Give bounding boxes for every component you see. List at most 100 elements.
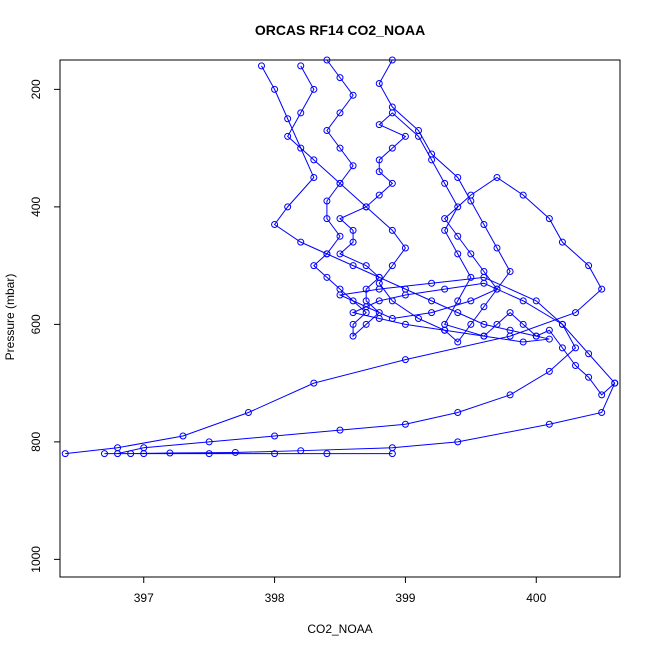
data-point <box>166 449 174 457</box>
data-point <box>336 426 344 434</box>
data-point <box>362 203 370 211</box>
x-tick-label: 399 <box>395 591 415 605</box>
data-point <box>323 450 331 458</box>
data-point <box>349 262 357 270</box>
y-axis: 200 400 600 800 1000 <box>29 79 60 573</box>
data-point <box>532 297 540 305</box>
data-point <box>558 344 566 352</box>
y-tick-label: 200 <box>29 79 43 99</box>
data-point <box>310 85 318 93</box>
data-point <box>336 109 344 117</box>
data-point <box>349 332 357 340</box>
data-point <box>532 332 540 340</box>
data-point <box>428 297 436 305</box>
data-point <box>598 285 606 293</box>
data-point <box>454 409 462 416</box>
data-point <box>545 367 553 375</box>
data-point <box>362 303 370 311</box>
data-point <box>297 447 305 455</box>
data-point <box>336 179 344 187</box>
data-point <box>441 226 449 234</box>
data-point <box>506 309 514 317</box>
series-3 <box>114 56 580 458</box>
data-point <box>519 297 527 305</box>
data-point <box>323 250 331 258</box>
data-point <box>480 279 488 287</box>
data-point <box>545 326 553 334</box>
data-point <box>297 62 305 70</box>
data-point <box>297 109 305 117</box>
data-point <box>114 450 122 458</box>
data-point <box>284 203 292 211</box>
data-point <box>205 438 213 446</box>
data-point <box>362 285 370 293</box>
data-point <box>140 444 148 452</box>
data-point <box>349 309 357 317</box>
data-point <box>388 144 396 152</box>
data-point <box>284 132 292 140</box>
data-point <box>454 203 462 211</box>
data-point <box>454 438 462 446</box>
data-point <box>323 56 331 64</box>
data-point <box>454 309 462 317</box>
data-point <box>454 338 462 346</box>
y-tick-label: 800 <box>29 432 43 452</box>
plot-area <box>61 56 619 458</box>
data-point <box>611 379 619 387</box>
data-point <box>467 320 475 328</box>
data-point <box>297 144 305 152</box>
data-point <box>362 262 370 270</box>
data-point <box>467 273 475 281</box>
data-point <box>545 420 553 428</box>
data-point <box>454 232 462 240</box>
data-point <box>388 56 396 64</box>
data-point <box>349 91 357 99</box>
y-tick-label: 600 <box>29 314 43 334</box>
data-point <box>375 285 383 293</box>
data-point <box>388 103 396 111</box>
series-line <box>261 65 616 384</box>
data-point <box>401 132 409 140</box>
data-point <box>519 191 527 199</box>
data-point <box>349 320 357 328</box>
data-point <box>441 215 449 223</box>
y-axis-label: Pressure (mbar) <box>3 274 17 361</box>
data-point <box>257 62 265 70</box>
data-point <box>375 297 383 305</box>
data-point <box>336 74 344 82</box>
data-point <box>401 356 409 364</box>
data-point <box>310 174 318 181</box>
data-point <box>401 320 409 328</box>
data-point <box>375 121 383 129</box>
data-point <box>310 379 318 387</box>
data-point <box>480 221 488 228</box>
data-point <box>310 262 318 270</box>
series-2 <box>61 62 606 458</box>
data-point <box>415 315 423 322</box>
data-point <box>375 156 383 164</box>
data-point <box>415 127 423 134</box>
data-point <box>506 391 514 399</box>
data-point <box>284 115 292 123</box>
data-point <box>441 326 449 334</box>
x-axis-label: CO2_NOAA <box>307 622 372 636</box>
data-point <box>323 273 331 281</box>
data-point <box>519 320 527 328</box>
data-point <box>388 262 396 270</box>
data-point <box>558 238 566 246</box>
data-point <box>401 244 409 252</box>
data-point <box>179 432 187 440</box>
data-point <box>388 179 396 187</box>
data-point <box>598 391 606 399</box>
data-point <box>375 168 383 176</box>
data-point <box>375 273 383 281</box>
data-point <box>401 420 409 428</box>
data-point <box>585 262 593 270</box>
plot-frame <box>59 59 621 578</box>
data-point <box>271 85 279 93</box>
data-point <box>428 309 436 317</box>
x-tick-label: 397 <box>134 591 154 605</box>
data-point <box>271 221 279 228</box>
data-point <box>375 80 383 87</box>
